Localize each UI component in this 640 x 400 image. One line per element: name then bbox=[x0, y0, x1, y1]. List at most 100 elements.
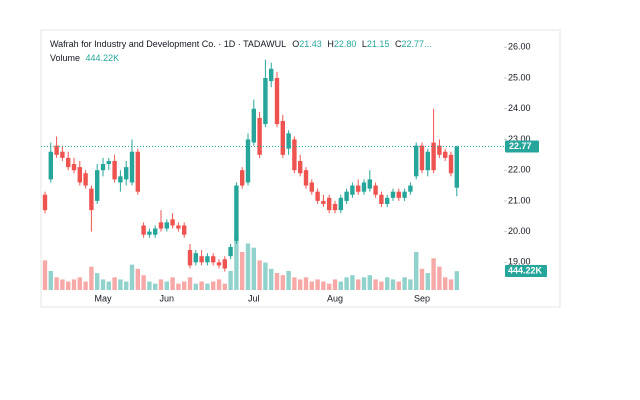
volume-bar bbox=[448, 279, 454, 290]
volume-bar bbox=[89, 266, 94, 290]
candle-body bbox=[419, 145, 425, 171]
volume-bar bbox=[100, 279, 106, 290]
volume-bar bbox=[153, 283, 158, 290]
volume-bar bbox=[402, 277, 407, 290]
candle-body bbox=[83, 173, 88, 186]
candle-body bbox=[216, 262, 222, 266]
volume-bar bbox=[135, 268, 140, 290]
candle-body bbox=[396, 191, 401, 198]
volume-bar bbox=[193, 283, 198, 290]
volume-bar bbox=[437, 266, 442, 290]
volume-bar bbox=[234, 235, 239, 290]
volume-tag bbox=[505, 265, 547, 277]
candle-body bbox=[48, 151, 53, 180]
candle-body bbox=[106, 160, 111, 165]
volume-bar bbox=[106, 281, 111, 290]
chart-frame bbox=[40, 29, 561, 308]
y-tick-label: 20.00 bbox=[508, 226, 531, 236]
volume-bar bbox=[187, 277, 193, 290]
candle-body bbox=[100, 164, 106, 171]
candle-body bbox=[135, 151, 140, 192]
candle-body bbox=[448, 154, 454, 174]
candle-body bbox=[193, 253, 198, 263]
candle-body bbox=[327, 197, 332, 211]
volume-bar bbox=[211, 281, 216, 290]
last-price-tag bbox=[505, 140, 539, 153]
x-tick-label: Jul bbox=[248, 293, 260, 303]
candle-body bbox=[222, 259, 227, 269]
candle-body bbox=[379, 194, 384, 204]
volume-bar bbox=[379, 281, 384, 290]
volume-bar bbox=[350, 275, 355, 290]
candle-body bbox=[286, 133, 291, 149]
candle-body bbox=[298, 160, 303, 174]
candle-body bbox=[240, 170, 245, 186]
volume-bar bbox=[205, 283, 210, 290]
candle-body bbox=[350, 185, 355, 195]
candle-body bbox=[390, 191, 396, 198]
y-tick-label: 22.00 bbox=[508, 165, 531, 175]
volume-bar bbox=[251, 247, 256, 290]
ohlc-value: 21.43 bbox=[299, 39, 322, 49]
volume-bar bbox=[332, 279, 338, 290]
volume-bar bbox=[356, 279, 361, 290]
chart-title: Wafrah for Industry and Development Co. … bbox=[50, 39, 431, 49]
candle-body bbox=[153, 228, 158, 235]
volume-bar bbox=[292, 277, 297, 290]
candle-body bbox=[95, 170, 100, 201]
volume-bar bbox=[344, 277, 349, 290]
candle-body bbox=[303, 170, 309, 186]
volume-bar bbox=[286, 270, 291, 290]
candle-body bbox=[112, 160, 117, 180]
candle-body bbox=[147, 231, 152, 235]
volume-bar bbox=[425, 273, 430, 290]
candle-body bbox=[158, 222, 164, 229]
candle-body bbox=[367, 179, 372, 189]
candle-body bbox=[199, 256, 204, 263]
candle-body bbox=[176, 225, 181, 229]
candle-body bbox=[234, 185, 239, 241]
volume-bar bbox=[54, 277, 59, 290]
volume-bar bbox=[228, 270, 233, 290]
candle-body bbox=[338, 197, 343, 211]
candle-body bbox=[89, 188, 94, 211]
volume-bar bbox=[42, 260, 48, 290]
volume-bar bbox=[338, 281, 343, 290]
volume-bar bbox=[315, 279, 320, 290]
candle-body bbox=[309, 182, 314, 192]
candle-body bbox=[245, 139, 251, 183]
volume-bar bbox=[443, 277, 448, 290]
volume-bar bbox=[147, 281, 152, 290]
candle-body bbox=[129, 151, 135, 183]
volume-bar bbox=[170, 277, 175, 290]
volume-bar bbox=[298, 279, 303, 290]
candle-body bbox=[356, 185, 361, 192]
volume-bar bbox=[158, 279, 164, 290]
x-tick-label: May bbox=[94, 293, 112, 303]
y-tick-label: 26.00 bbox=[508, 42, 531, 52]
volume-bar bbox=[269, 268, 274, 290]
y-tick-label: 21.00 bbox=[508, 195, 531, 205]
candle-body bbox=[269, 68, 274, 82]
volume-bar bbox=[303, 277, 309, 290]
candle-body bbox=[42, 194, 48, 211]
y-tick-label: 24.00 bbox=[508, 103, 531, 113]
volume-bar bbox=[327, 283, 332, 290]
candle-body bbox=[211, 256, 216, 263]
candle-body bbox=[332, 203, 338, 211]
candle-body bbox=[66, 157, 71, 168]
volume-bar bbox=[321, 281, 326, 290]
volume-bar bbox=[373, 279, 378, 290]
ohlc-key: O bbox=[292, 39, 299, 49]
volume-bar bbox=[396, 281, 401, 290]
y-tick-label: 25.00 bbox=[508, 72, 531, 82]
candle-body bbox=[251, 108, 256, 143]
volume-bar bbox=[112, 277, 117, 290]
volume-bar bbox=[361, 277, 367, 290]
volume-bar bbox=[309, 281, 314, 290]
candle-body bbox=[118, 176, 123, 183]
volume-bar bbox=[216, 279, 222, 290]
candle-body bbox=[170, 219, 175, 226]
volume-bar bbox=[124, 281, 129, 290]
ohlc-value: 21.15 bbox=[367, 39, 390, 49]
